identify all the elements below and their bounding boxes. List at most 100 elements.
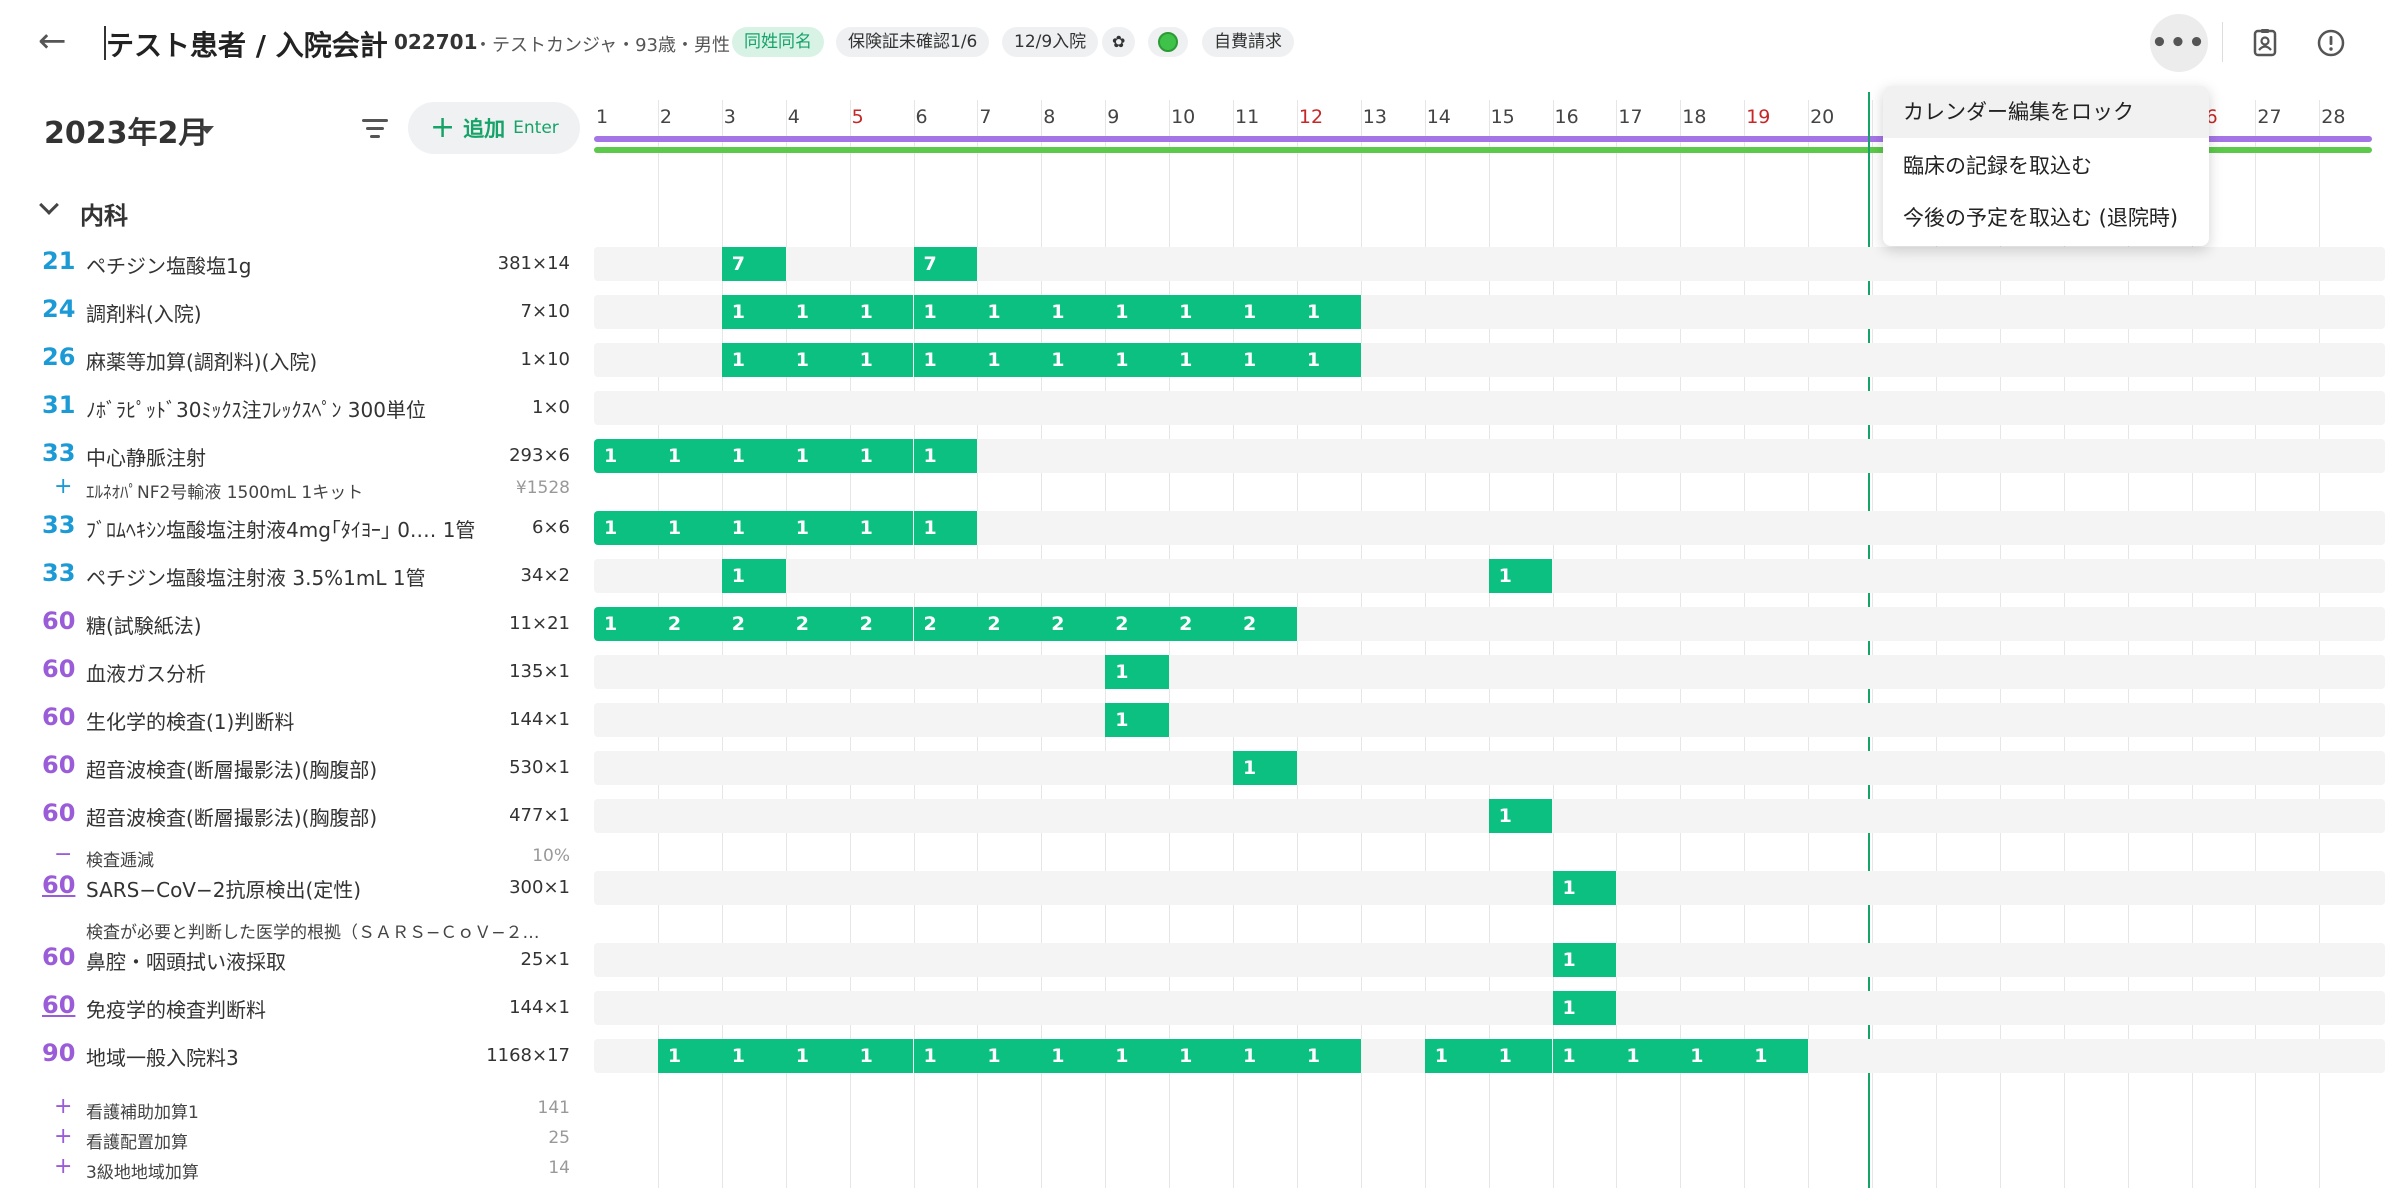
- row-code[interactable]: 26: [42, 343, 76, 371]
- calendar-cell[interactable]: 1: [721, 295, 786, 329]
- row-name[interactable]: ペチジン塩酸塩1g: [86, 254, 252, 278]
- page-title[interactable]: テスト患者 / 入院会計: [106, 29, 388, 62]
- day-header[interactable]: 9: [1107, 106, 1120, 128]
- row-track[interactable]: [594, 655, 2385, 689]
- day-header[interactable]: 1: [596, 106, 609, 128]
- day-header[interactable]: 27: [2257, 106, 2282, 128]
- calendar-cell[interactable]: 2: [721, 607, 786, 641]
- row-track[interactable]: [594, 247, 2385, 281]
- day-header[interactable]: 20: [1810, 106, 1835, 128]
- calendar-cell[interactable]: 1: [1105, 655, 1170, 689]
- row-track[interactable]: [594, 871, 2385, 905]
- patient-card-icon[interactable]: [2236, 14, 2294, 72]
- menu-item-lock-calendar[interactable]: カレンダー編集をロック: [1883, 86, 2209, 138]
- row-name[interactable]: 中心静脈注射: [86, 446, 206, 470]
- calendar-cell[interactable]: 1: [721, 511, 786, 545]
- calendar-cell[interactable]: 1: [849, 343, 914, 377]
- calendar-cell[interactable]: 1: [785, 295, 850, 329]
- calendar-cell[interactable]: 1: [1169, 343, 1233, 377]
- plus-icon[interactable]: +: [54, 1094, 73, 1119]
- tag-self-pay[interactable]: 自費請求: [1202, 27, 1294, 57]
- calendar-cell[interactable]: 1: [1424, 1039, 1489, 1073]
- calendar-cell[interactable]: 1: [1744, 1039, 1809, 1073]
- row-name[interactable]: 免疫学的検査判断料: [86, 998, 266, 1022]
- row-name[interactable]: 血液ガス分析: [86, 662, 206, 686]
- row-code[interactable]: 60: [42, 871, 76, 899]
- calendar-cell[interactable]: 1: [1296, 1039, 1361, 1073]
- calendar-cell[interactable]: 2: [1041, 607, 1106, 641]
- calendar-cell[interactable]: 7: [721, 247, 786, 281]
- calendar-cell[interactable]: 1: [594, 607, 658, 641]
- calendar-cell[interactable]: 1: [1552, 1039, 1617, 1073]
- calendar-cell[interactable]: 1: [721, 343, 786, 377]
- row-track[interactable]: [594, 943, 2385, 977]
- back-arrow-icon[interactable]: ←: [38, 21, 67, 61]
- calendar-cell[interactable]: 1: [913, 439, 978, 473]
- plus-icon[interactable]: +: [54, 1124, 73, 1149]
- calendar-cell[interactable]: 1: [1680, 1039, 1745, 1073]
- row-name[interactable]: SARS−CoV−2抗原検出(定性): [86, 878, 362, 902]
- row-code[interactable]: 21: [42, 247, 76, 275]
- row-name[interactable]: 超音波検査(断層撮影法)(胸腹部): [86, 758, 378, 782]
- calendar-cell[interactable]: 1: [977, 295, 1042, 329]
- calendar-cell[interactable]: 1: [849, 511, 914, 545]
- calendar-cell[interactable]: 1: [1105, 343, 1170, 377]
- calendar-cell[interactable]: 1: [913, 1039, 978, 1073]
- day-header[interactable]: 11: [1235, 106, 1260, 128]
- calendar-cell[interactable]: 1: [1552, 871, 1617, 905]
- calendar-cell[interactable]: 1: [1488, 559, 1553, 593]
- more-options-button[interactable]: •••: [2150, 14, 2208, 72]
- calendar-cell[interactable]: 2: [1233, 607, 1297, 641]
- calendar-cell[interactable]: 1: [913, 295, 978, 329]
- row-track[interactable]: [594, 991, 2385, 1025]
- calendar-cell[interactable]: 1: [721, 559, 786, 593]
- row-code[interactable]: 90: [42, 1039, 76, 1067]
- calendar-cell[interactable]: 1: [1488, 1039, 1553, 1073]
- row-name[interactable]: 生化学的検査(1)判断料: [86, 710, 295, 734]
- calendar-cell[interactable]: 1: [849, 1039, 914, 1073]
- calendar-cell[interactable]: 1: [1169, 295, 1233, 329]
- chevron-down-icon[interactable]: [39, 195, 59, 215]
- calendar-cell[interactable]: 1: [1233, 295, 1297, 329]
- row-track[interactable]: [594, 703, 2385, 737]
- day-header[interactable]: 28: [2321, 106, 2346, 128]
- calendar-cell[interactable]: 1: [657, 1039, 722, 1073]
- plus-icon[interactable]: +: [54, 1154, 73, 1179]
- calendar-cell[interactable]: 1: [1296, 295, 1361, 329]
- row-code[interactable]: 60: [42, 607, 76, 635]
- calendar-cell[interactable]: 1: [721, 439, 786, 473]
- calendar-cell[interactable]: 1: [1616, 1039, 1681, 1073]
- calendar-cell[interactable]: 1: [1233, 343, 1297, 377]
- calendar-cell[interactable]: 1: [1296, 343, 1361, 377]
- calendar-cell[interactable]: 1: [1041, 343, 1106, 377]
- day-header[interactable]: 19: [1746, 106, 1771, 128]
- calendar-cell[interactable]: 1: [1041, 295, 1106, 329]
- calendar-cell[interactable]: 1: [977, 1039, 1042, 1073]
- row-name[interactable]: 糖(試験紙法): [86, 614, 202, 638]
- calendar-cell[interactable]: 1: [1488, 799, 1553, 833]
- add-button[interactable]: + 追加 Enter: [408, 102, 580, 154]
- menu-item-import-schedule[interactable]: 今後の予定を取込む (退院時): [1903, 206, 2179, 230]
- row-track[interactable]: [594, 751, 2385, 785]
- calendar-cell[interactable]: 1: [1105, 1039, 1170, 1073]
- calendar-cell[interactable]: 1: [785, 511, 850, 545]
- calendar-cell[interactable]: 1: [721, 1039, 786, 1073]
- day-header[interactable]: 2: [659, 106, 672, 128]
- calendar-cell[interactable]: 1: [1041, 1039, 1106, 1073]
- calendar-cell[interactable]: 2: [1105, 607, 1170, 641]
- tag-same-name[interactable]: 同姓同名: [732, 27, 824, 57]
- day-header[interactable]: 6: [915, 106, 928, 128]
- day-header[interactable]: 13: [1362, 106, 1387, 128]
- calendar-cell[interactable]: 2: [657, 607, 722, 641]
- row-name[interactable]: 麻薬等加算(調剤料)(入院): [86, 350, 318, 374]
- row-code[interactable]: 60: [42, 943, 76, 971]
- calendar-cell[interactable]: 1: [913, 511, 978, 545]
- calendar-cell[interactable]: 2: [977, 607, 1042, 641]
- row-name[interactable]: 鼻腔・咽頭拭い液採取: [86, 950, 286, 974]
- alert-icon[interactable]: [2302, 14, 2360, 72]
- calendar-cell[interactable]: 2: [1169, 607, 1233, 641]
- row-name[interactable]: 調剤料(入院): [86, 302, 202, 326]
- day-header[interactable]: 15: [1490, 106, 1515, 128]
- row-code[interactable]: 33: [42, 559, 76, 587]
- day-header[interactable]: 8: [1043, 106, 1056, 128]
